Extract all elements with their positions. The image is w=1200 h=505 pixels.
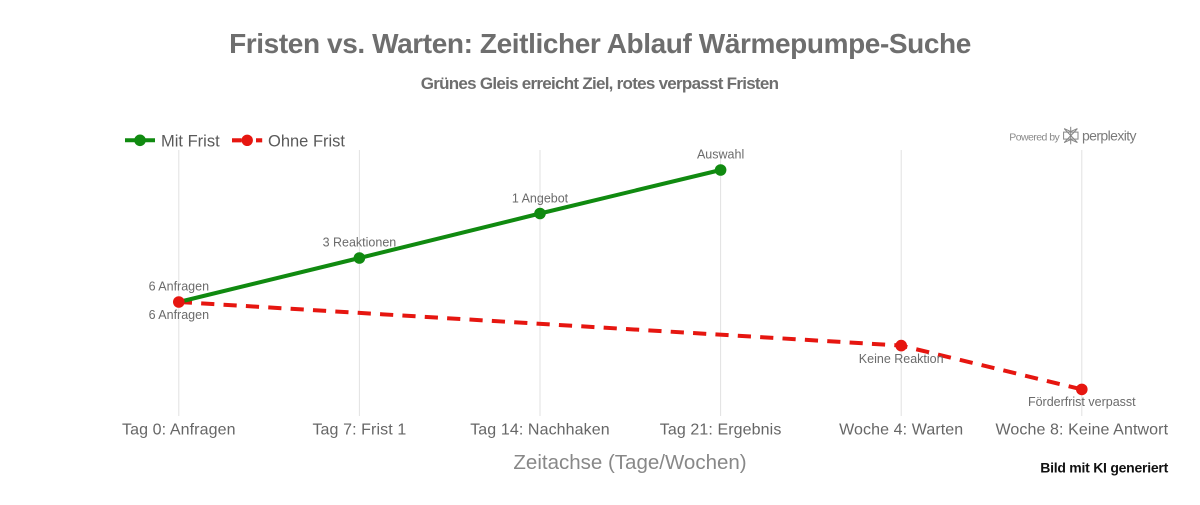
svg-text:Tag 21: Ergebnis: Tag 21: Ergebnis	[660, 422, 782, 439]
svg-text:Powered by: Powered by	[1009, 131, 1060, 143]
svg-text:3 Reaktionen: 3 Reaktionen	[323, 236, 397, 250]
svg-text:Zeitachse (Tage/Wochen): Zeitachse (Tage/Wochen)	[513, 451, 746, 474]
svg-text:Fristen vs. Warten: Zeitlicher: Fristen vs. Warten: Zeitlicher Ablauf Wä…	[229, 28, 971, 59]
svg-text:Auswahl: Auswahl	[697, 148, 744, 162]
svg-text:Grünes Gleis erreicht Ziel, ro: Grünes Gleis erreicht Ziel, rotes verpas…	[421, 74, 779, 93]
svg-text:Tag 14: Nachhaken: Tag 14: Nachhaken	[470, 422, 610, 439]
svg-text:Tag 7: Frist 1: Tag 7: Frist 1	[312, 422, 406, 439]
svg-text:perplexity: perplexity	[1082, 127, 1137, 143]
svg-text:Mit Frist: Mit Frist	[161, 132, 220, 150]
svg-text:6 Anfragen: 6 Anfragen	[149, 280, 210, 294]
svg-text:6 Anfragen: 6 Anfragen	[149, 308, 210, 322]
svg-text:Woche 8: Keine Antwort: Woche 8: Keine Antwort	[995, 422, 1168, 439]
svg-text:Tag 0: Anfragen: Tag 0: Anfragen	[122, 422, 236, 439]
svg-text:Keine Reaktion: Keine Reaktion	[859, 352, 944, 366]
svg-text:Ohne Frist: Ohne Frist	[268, 132, 345, 150]
svg-text:1 Angebot: 1 Angebot	[512, 192, 569, 206]
svg-text:Förderfrist verpasst: Förderfrist verpasst	[1028, 395, 1136, 409]
svg-text:Bild mit KI generiert: Bild mit KI generiert	[1040, 460, 1168, 476]
svg-text:Woche 4: Warten: Woche 4: Warten	[839, 422, 963, 439]
